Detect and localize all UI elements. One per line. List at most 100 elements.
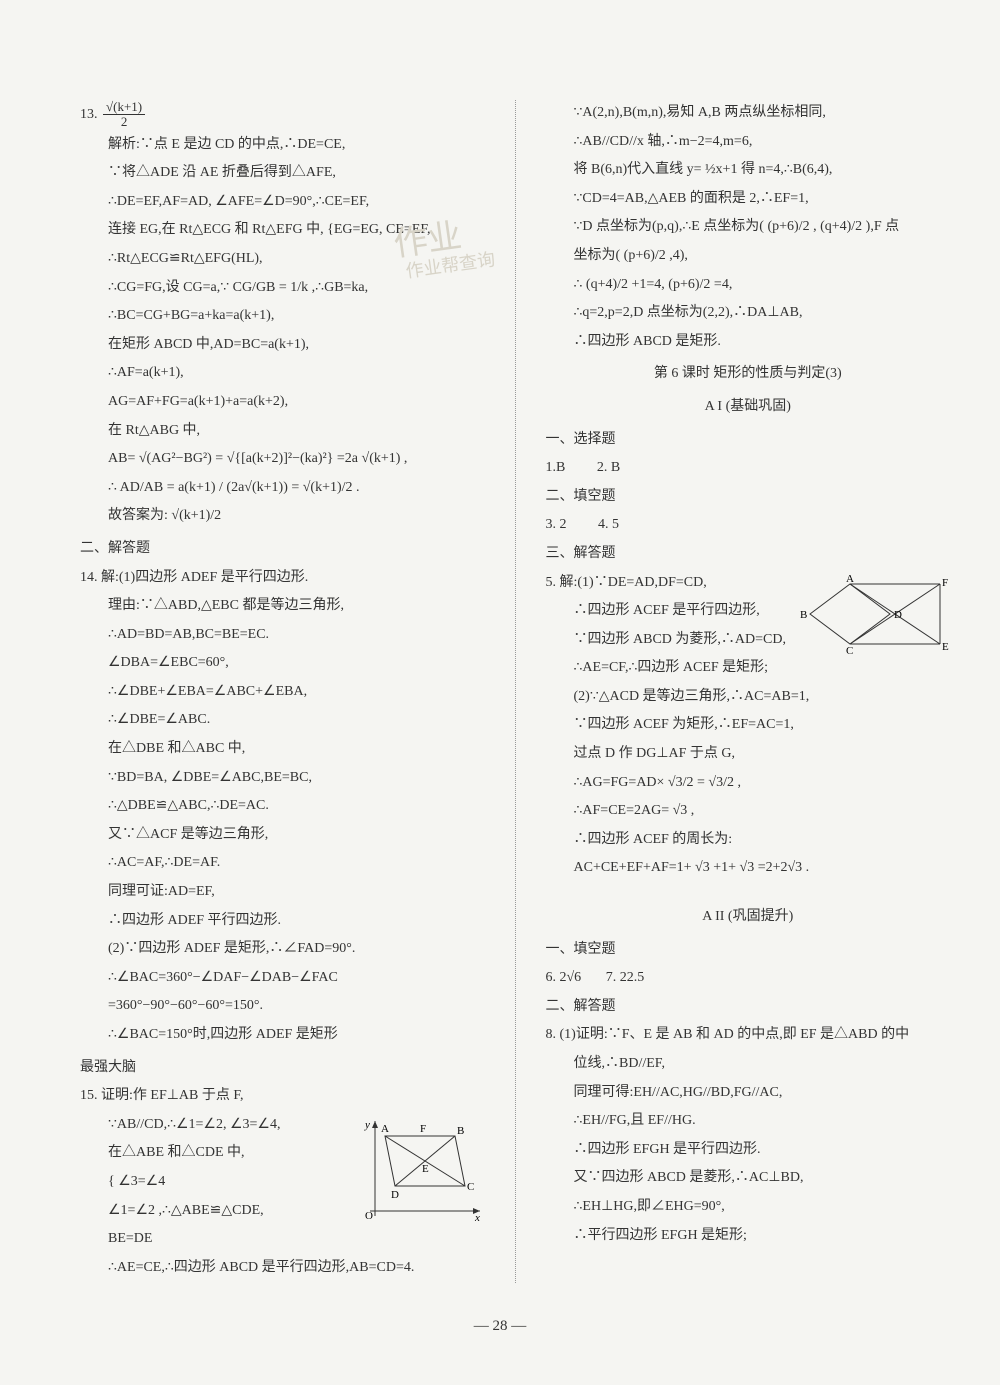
- q15-number: 15.: [80, 1088, 98, 1103]
- q13-line: ∴BC=CG+BG=a+ka=a(k+1),: [80, 303, 485, 330]
- cont-line: 将 B(6,n)代入直线 y= ½x+1 得 n=4,∴B(6,4),: [546, 157, 951, 184]
- q8-line: (1)证明:∵F、E 是 AB 和 AD 的中点,即 EF 是△ABD 的中: [560, 1027, 910, 1042]
- q3-q4-row: 3. 2 4. 5: [546, 512, 951, 539]
- q14-line: 又∵△ACF 是等边三角形,: [80, 822, 485, 849]
- label-B: B: [800, 609, 807, 621]
- q5-line: ∴AF=CE=2AG= √3 ,: [546, 798, 951, 825]
- right-column: ∵A(2,n),B(m,n),易知 A,B 两点纵坐标相同, ∴AB//CD//…: [546, 100, 951, 1283]
- section-fill: 二、填空题: [546, 484, 951, 511]
- q5-line: ∴四边形 ACEF 的周长为:: [546, 827, 951, 854]
- q8-line: ∴平行四边形 EFGH 是矩形;: [546, 1223, 951, 1250]
- q13-ans-num: √(k+1): [103, 100, 145, 115]
- q6-q7-row: 6. 2√6 7. 22.5: [546, 965, 951, 992]
- q14-line: ∴四边形 ADEF 平行四边形.: [80, 908, 485, 935]
- q5-line: 解:(1)∵DE=AD,DF=CD,: [560, 575, 707, 590]
- q8-line: 同理可得:EH//AC,HG//BD,FG//AC,: [546, 1080, 951, 1107]
- label-E: E: [942, 641, 949, 653]
- cont-line: ∴AB//CD//x 轴,∴m−2=4,m=6,: [546, 129, 951, 156]
- label-A: A: [381, 1123, 389, 1135]
- label-y: y: [364, 1119, 370, 1131]
- q13-ans-den: 2: [103, 115, 145, 129]
- q14-line: ∴∠BAC=360°−∠DAF−∠DAB−∠FAC: [80, 965, 485, 992]
- section-choice: 一、选择题: [546, 427, 951, 454]
- page-content: 13. √(k+1) 2 解析:∵点 E 是边 CD 的中点,∴DE=CE, ∵…: [0, 0, 1000, 1323]
- q13-line: AB= √(AG²−BG²) = √{[a(k+2)]²−(ka)²} =2a …: [80, 446, 485, 473]
- q5-line: ∴AG=FG=AD× √3/2 = √3/2 ,: [546, 770, 951, 797]
- q14-line: ∵BD=BA, ∠DBE=∠ABC,BE=BC,: [80, 765, 485, 792]
- lesson6-title: 第 6 课时 矩形的性质与判定(3): [546, 361, 951, 388]
- q7: 7. 22.5: [606, 970, 645, 985]
- page-number: — 28 —: [0, 1318, 1000, 1335]
- q14-line: 解:(1)四边形 ADEF 是平行四边形.: [101, 570, 308, 585]
- q14-line: ∠DBA=∠EBC=60°,: [80, 650, 485, 677]
- q8-row: 8. (1)证明:∵F、E 是 AB 和 AD 的中点,即 EF 是△ABD 的…: [546, 1022, 951, 1049]
- q15-line: ∴AE=CE,∴四边形 ABCD 是平行四边形,AB=CD=4.: [80, 1255, 485, 1282]
- q14-line: ∴△DBE≌△ABC,∴DE=AC.: [80, 793, 485, 820]
- q8-line: ∴四边形 EFGH 是平行四边形.: [546, 1137, 951, 1164]
- q5-line: ∴AE=CF,∴四边形 ACEF 是矩形;: [546, 655, 951, 682]
- q13-line: 在 Rt△ABG 中,: [80, 418, 485, 445]
- label-O: O: [365, 1210, 373, 1221]
- q13-line: ∴Rt△ECG≌Rt△EFG(HL),: [80, 246, 485, 273]
- q2: 2. B: [597, 460, 620, 475]
- q14-line: 同理可证:AD=EF,: [80, 879, 485, 906]
- cont-line: ∴四边形 ABCD 是矩形.: [546, 329, 951, 356]
- q5-line: ∵四边形 ACEF 为矩形,∴EF=AC=1,: [546, 712, 951, 739]
- q13-line: 解析:∵点 E 是边 CD 的中点,∴DE=CE,: [80, 132, 485, 159]
- q13-line: 在矩形 ABCD 中,AD=BC=a(k+1),: [80, 332, 485, 359]
- q14-line: ∴∠DBE=∠ABC.: [80, 707, 485, 734]
- q14-line: 理由:∵△ABD,△EBC 都是等边三角形,: [80, 593, 485, 620]
- label-C: C: [467, 1181, 474, 1193]
- q14-row: 14. 解:(1)四边形 ADEF 是平行四边形.: [80, 565, 485, 592]
- q15-row: 15. 证明:作 EF⊥AB 于点 F,: [80, 1083, 485, 1110]
- section-solve2: 二、解答题: [546, 994, 951, 1021]
- q14-line: ∴∠DBE+∠EBA=∠ABC+∠EBA,: [80, 679, 485, 706]
- label-x: x: [474, 1212, 480, 1221]
- brain-title: 最强大脑: [80, 1055, 485, 1082]
- q14-line: ∴AC=AF,∴DE=AF.: [80, 850, 485, 877]
- q14-line: 在△DBE 和△ABC 中,: [80, 736, 485, 763]
- q14-line: ∴∠BAC=150°时,四边形 ADEF 是矩形: [80, 1022, 485, 1049]
- q5-number: 5.: [546, 575, 557, 590]
- q1-q2-row: 1.B 2. B: [546, 455, 951, 482]
- column-divider: [515, 100, 516, 1283]
- q13-line: ∴ AD/AB = a(k+1) / (2a√(k+1)) = √(k+1)/2…: [80, 475, 485, 502]
- label-F: F: [942, 577, 948, 589]
- cont-line: ∵A(2,n),B(m,n),易知 A,B 两点纵坐标相同,: [546, 100, 951, 127]
- q15-diagram: A F B D E C O x y: [355, 1116, 485, 1221]
- q5-diagram: A B C D F E: [800, 574, 950, 654]
- q4: 4. 5: [598, 517, 619, 532]
- q13-number-row: 13. √(k+1) 2: [80, 100, 485, 130]
- cont-line: ∵CD=4=AB,△AEB 的面积是 2,∴EF=1,: [546, 186, 951, 213]
- q14-line: ∴AD=BD=AB,BC=BE=EC.: [80, 622, 485, 649]
- q13-line: ∵将△ADE 沿 AE 折叠后得到△AFE,: [80, 160, 485, 187]
- a1-title: A I (基础巩固): [546, 394, 951, 421]
- q14-line: (2)∵四边形 ADEF 是矩形,∴∠FAD=90°.: [80, 936, 485, 963]
- q13-answer-frac: √(k+1) 2: [103, 100, 145, 130]
- label-D: D: [391, 1189, 399, 1201]
- q15-line: BE=DE: [80, 1226, 485, 1253]
- q8-line: ∴EH⊥HG,即∠EHG=90°,: [546, 1194, 951, 1221]
- q8-number: 8.: [546, 1027, 557, 1042]
- q13-line: 连接 EG,在 Rt△ECG 和 Rt△EFG 中, {EG=EG, CE=EF…: [80, 217, 485, 244]
- label-E: E: [422, 1163, 429, 1175]
- cont-line: ∴ (q+4)/2 +1=4, (p+6)/2 =4,: [546, 272, 951, 299]
- q8-line: 位线,∴BD//EF,: [546, 1051, 951, 1078]
- q5-line: 过点 D 作 DG⊥AF 于点 G,: [546, 741, 951, 768]
- cont-line: ∵D 点坐标为(p,q),∴E 点坐标为( (p+6)/2 , (q+4)/2 …: [546, 214, 951, 241]
- q5-line: (2)∵△ACD 是等边三角形,∴AC=AB=1,: [546, 684, 951, 711]
- section-solve: 三、解答题: [546, 541, 951, 568]
- q14-number: 14.: [80, 570, 98, 585]
- q6: 6. 2√6: [546, 970, 582, 985]
- section-fill2: 一、填空题: [546, 937, 951, 964]
- a2-title: A II (巩固提升): [546, 904, 951, 931]
- q5-line: AC+CE+EF+AF=1+ √3 +1+ √3 =2+2√3 .: [546, 855, 951, 882]
- q1: 1.B: [546, 460, 566, 475]
- section-2-title: 二、解答题: [80, 536, 485, 563]
- q13-number: 13.: [80, 107, 98, 122]
- label-F: F: [420, 1123, 426, 1135]
- cont-line: 坐标为( (p+6)/2 ,4),: [546, 243, 951, 270]
- q13-line: ∴AF=a(k+1),: [80, 360, 485, 387]
- label-D: D: [894, 609, 902, 621]
- q13-line: AG=AF+FG=a(k+1)+a=a(k+2),: [80, 389, 485, 416]
